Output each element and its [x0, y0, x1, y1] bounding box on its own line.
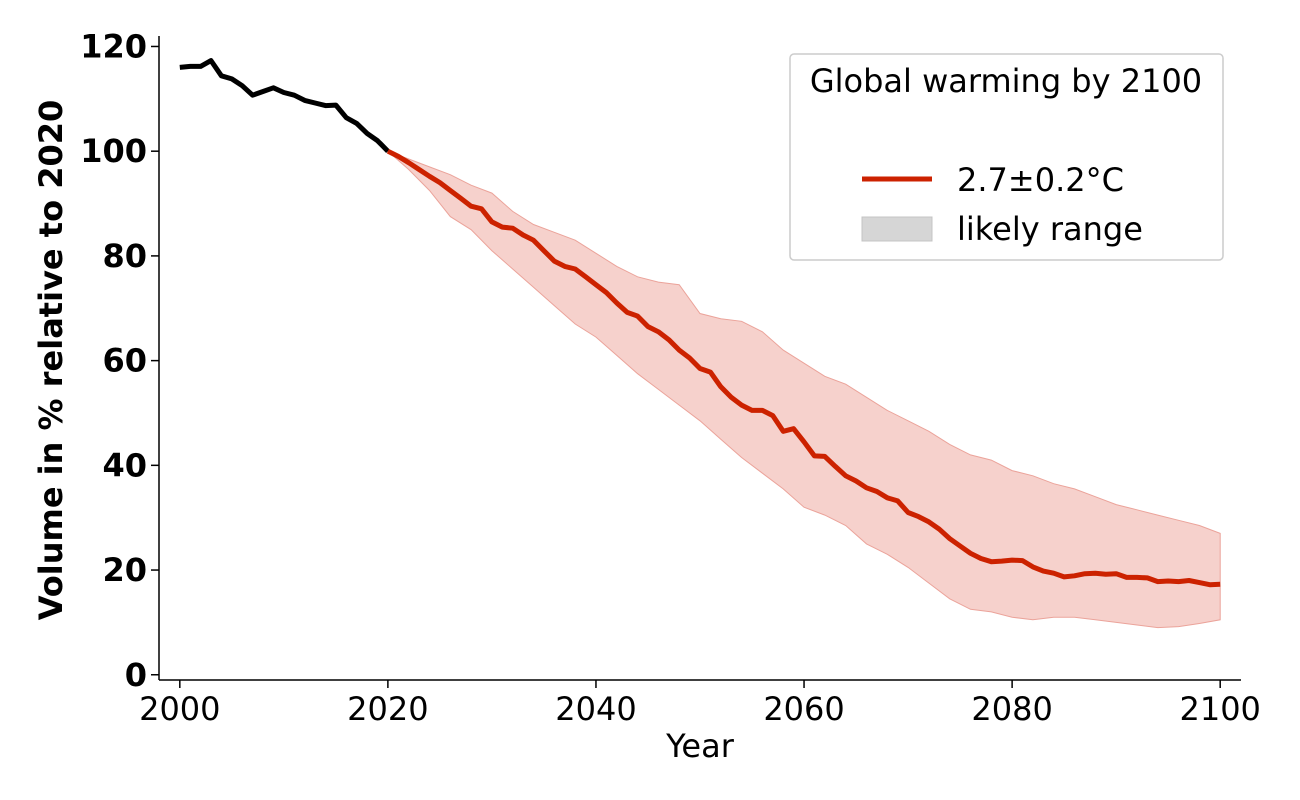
- x-tick-label: 2040: [555, 690, 636, 728]
- legend-patch-swatch: [861, 216, 933, 242]
- legend-title: Global warming by 2100: [810, 62, 1202, 100]
- y-tick-label: 80: [102, 237, 147, 275]
- x-axis-label: Year: [665, 727, 735, 765]
- y-tick-label: 0: [125, 656, 147, 694]
- y-tick-label: 20: [102, 551, 147, 589]
- likely-range-band: [387, 150, 1221, 629]
- y-tick-label: 40: [102, 446, 147, 484]
- legend-box: [789, 53, 1224, 261]
- scenario-series-line: [386, 148, 1221, 588]
- series-layer: [179, 58, 1221, 588]
- x-tick-label: 2060: [763, 690, 844, 728]
- x-tick-label: 2020: [347, 690, 428, 728]
- axes: [158, 36, 1241, 681]
- y-tick-label: 100: [80, 132, 147, 170]
- observed-series-line: [179, 58, 390, 153]
- x-tick-label: 2000: [139, 690, 220, 728]
- x-tick-label: 2080: [971, 690, 1052, 728]
- legend: Global warming by 2100 2.7±0.2°C likely …: [789, 53, 1224, 261]
- x-tick-label: 2100: [1179, 690, 1260, 728]
- y-axis-label: Volume in % relative to 2020: [32, 100, 70, 621]
- legend-entry-scenario: 2.7±0.2°C: [957, 161, 1124, 199]
- legend-entry-range: likely range: [957, 210, 1143, 248]
- likely-range-layer: [387, 150, 1221, 629]
- y-tick-label: 60: [102, 342, 147, 380]
- y-tick-label: 120: [80, 27, 147, 65]
